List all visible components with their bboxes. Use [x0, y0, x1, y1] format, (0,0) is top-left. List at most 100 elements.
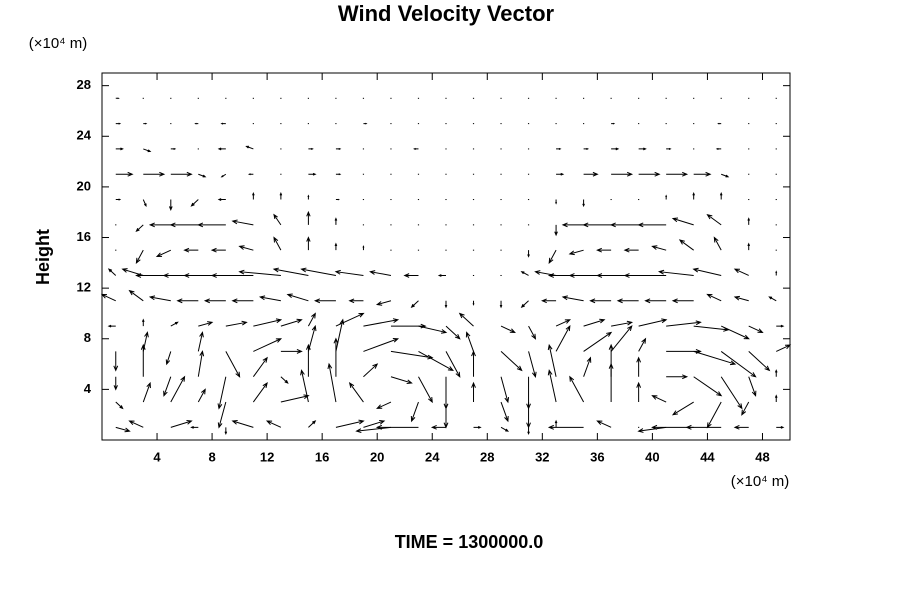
wind-vector — [554, 224, 558, 237]
wind-vector — [217, 147, 226, 151]
wind-vector — [638, 337, 647, 352]
wind-vector — [252, 356, 268, 378]
wind-vector — [362, 245, 365, 251]
wind-vector — [220, 173, 227, 178]
wind-vector — [334, 269, 364, 276]
wind-vector — [528, 351, 537, 378]
wind-vector — [300, 267, 337, 276]
wind-vector — [721, 173, 730, 178]
x-tick-label: 20 — [370, 449, 384, 464]
wind-vector — [305, 343, 311, 377]
wind-vector — [611, 122, 616, 125]
wind-vector — [140, 343, 146, 377]
wind-vector — [608, 362, 614, 403]
wind-vector — [458, 312, 474, 327]
x-tick-label: 28 — [480, 449, 494, 464]
wind-vector — [568, 249, 584, 256]
wind-vector — [520, 300, 529, 308]
wind-vector — [418, 325, 448, 334]
wind-vector — [611, 171, 634, 177]
wind-vector — [671, 298, 694, 304]
wind-vector — [217, 376, 227, 410]
wind-vector — [556, 172, 565, 176]
wind-vector — [335, 318, 345, 352]
wind-vector — [706, 213, 722, 226]
wind-vector — [500, 351, 523, 372]
wind-vector — [197, 222, 226, 228]
x-tick-label: 36 — [590, 449, 604, 464]
wind-vector — [693, 376, 723, 397]
wind-vector — [418, 376, 433, 404]
wind-vector — [273, 236, 282, 251]
x-tick-label: 40 — [645, 449, 659, 464]
wind-vector — [636, 356, 642, 377]
wind-vector — [170, 375, 186, 403]
wind-vector — [741, 401, 750, 416]
wind-vector — [307, 312, 316, 327]
wind-vector — [225, 351, 241, 378]
wind-vector — [410, 401, 419, 423]
x-tick-label: 8 — [208, 449, 215, 464]
wind-vector — [500, 325, 516, 333]
wind-vector — [555, 199, 558, 205]
wind-vector — [693, 350, 737, 366]
wind-vector — [165, 351, 172, 366]
wind-vector — [583, 331, 613, 352]
wind-vector — [692, 191, 696, 200]
wind-vector — [198, 173, 207, 178]
wind-vector — [115, 401, 124, 410]
plot-frame — [101, 72, 791, 441]
wind-vector — [333, 337, 339, 377]
wind-vector — [220, 122, 226, 125]
wind-vector — [107, 268, 117, 276]
wind-vector — [168, 199, 173, 211]
wind-vector — [390, 376, 413, 385]
wind-vector — [155, 249, 172, 258]
wind-vector — [768, 296, 777, 302]
wind-vector — [197, 350, 205, 377]
wind-vector — [556, 147, 562, 150]
wind-vector — [547, 343, 557, 377]
wind-vector — [651, 395, 667, 403]
wind-vector — [115, 97, 120, 100]
wind-vector — [163, 376, 172, 397]
wind-vector — [616, 298, 639, 304]
wind-vector — [610, 325, 633, 352]
wind-vector — [583, 318, 606, 327]
wind-vector — [363, 363, 379, 378]
wind-vector — [327, 362, 337, 403]
y-unit: (×10⁴ m) — [29, 35, 88, 52]
wind-vector — [224, 427, 228, 435]
wind-vector — [583, 171, 599, 177]
wind-vector — [638, 171, 661, 177]
wind-vector — [148, 222, 171, 228]
wind-vector — [170, 420, 193, 428]
wind-vector — [280, 394, 310, 403]
wind-vector — [273, 213, 282, 226]
wind-vector — [308, 147, 314, 150]
wind-vector — [500, 426, 510, 432]
wind-vector — [363, 318, 400, 327]
wind-vector — [413, 147, 419, 150]
wind-vector — [583, 147, 590, 150]
wind-vector — [561, 222, 584, 228]
x-tick-label: 12 — [260, 449, 274, 464]
wind-vector — [500, 401, 509, 423]
wind-vector — [348, 298, 364, 304]
wind-vector — [197, 388, 206, 403]
wind-vector — [706, 401, 722, 429]
wind-vector — [252, 191, 255, 200]
wind-vector — [685, 424, 722, 430]
wind-vector — [113, 351, 119, 372]
wind-vector — [644, 298, 667, 304]
wind-vector — [107, 324, 116, 328]
wind-vector — [280, 349, 303, 354]
wind-vector — [774, 369, 778, 377]
wind-vector — [280, 376, 289, 384]
wind-vector — [252, 382, 268, 403]
wind-vector — [638, 147, 647, 151]
wind-vector — [135, 224, 144, 233]
wind-vector — [636, 381, 642, 403]
wind-vector — [445, 325, 461, 340]
